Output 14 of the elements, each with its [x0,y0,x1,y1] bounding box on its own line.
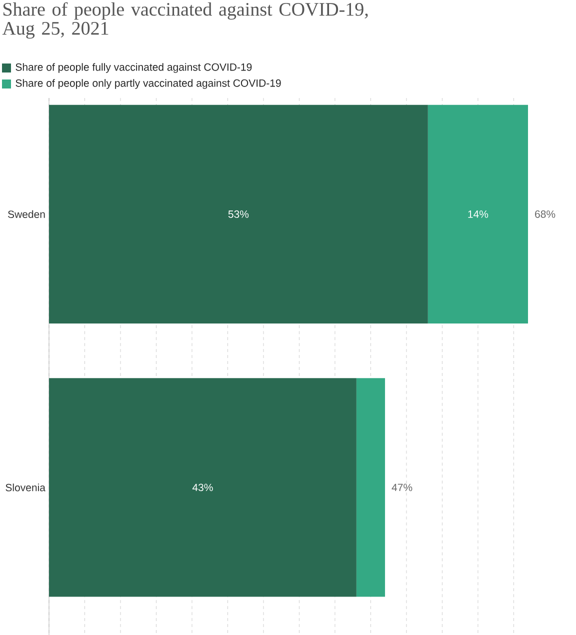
data-label: 53% [228,210,249,218]
total-label: 47% [392,484,412,492]
bar [49,378,356,597]
legend-label: Share of people only partly vaccinated against COVID-19 [16,79,281,89]
data-label: 14% [468,210,488,218]
legend-label: Share of people fully vaccinated against COVID-19 [16,63,252,73]
total-label: 68% [535,210,556,218]
y-tick-label: Slovenia [6,484,46,492]
chart-title: Share of people vaccinated against COVID-19, Aug 25, 2021 [2,2,368,39]
y-tick-label: Sweden [8,210,45,218]
bar [428,104,528,324]
bar [356,378,386,597]
data-label: 43% [192,484,213,492]
bar [49,104,428,324]
